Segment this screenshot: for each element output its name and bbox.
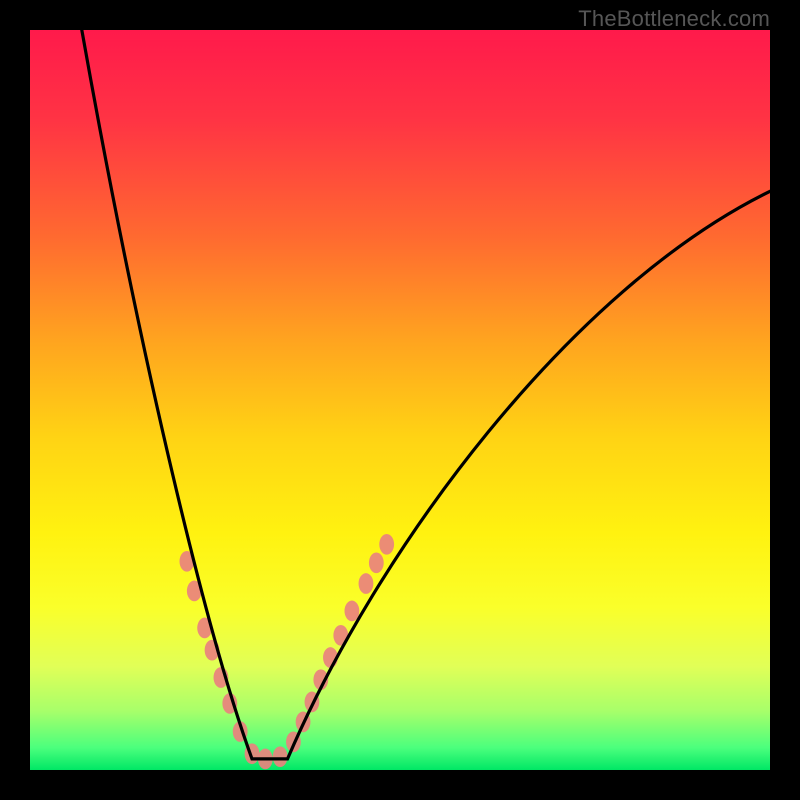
marker-point (369, 552, 384, 573)
chart-frame: TheBottleneck.com (0, 0, 800, 800)
bottleneck-chart (30, 30, 770, 770)
gradient-background (30, 30, 770, 770)
marker-point (345, 601, 360, 622)
watermark-text: TheBottleneck.com (578, 6, 770, 32)
marker-point (273, 746, 288, 767)
plot-area (30, 30, 770, 770)
marker-point (359, 573, 374, 594)
marker-point (379, 534, 394, 555)
